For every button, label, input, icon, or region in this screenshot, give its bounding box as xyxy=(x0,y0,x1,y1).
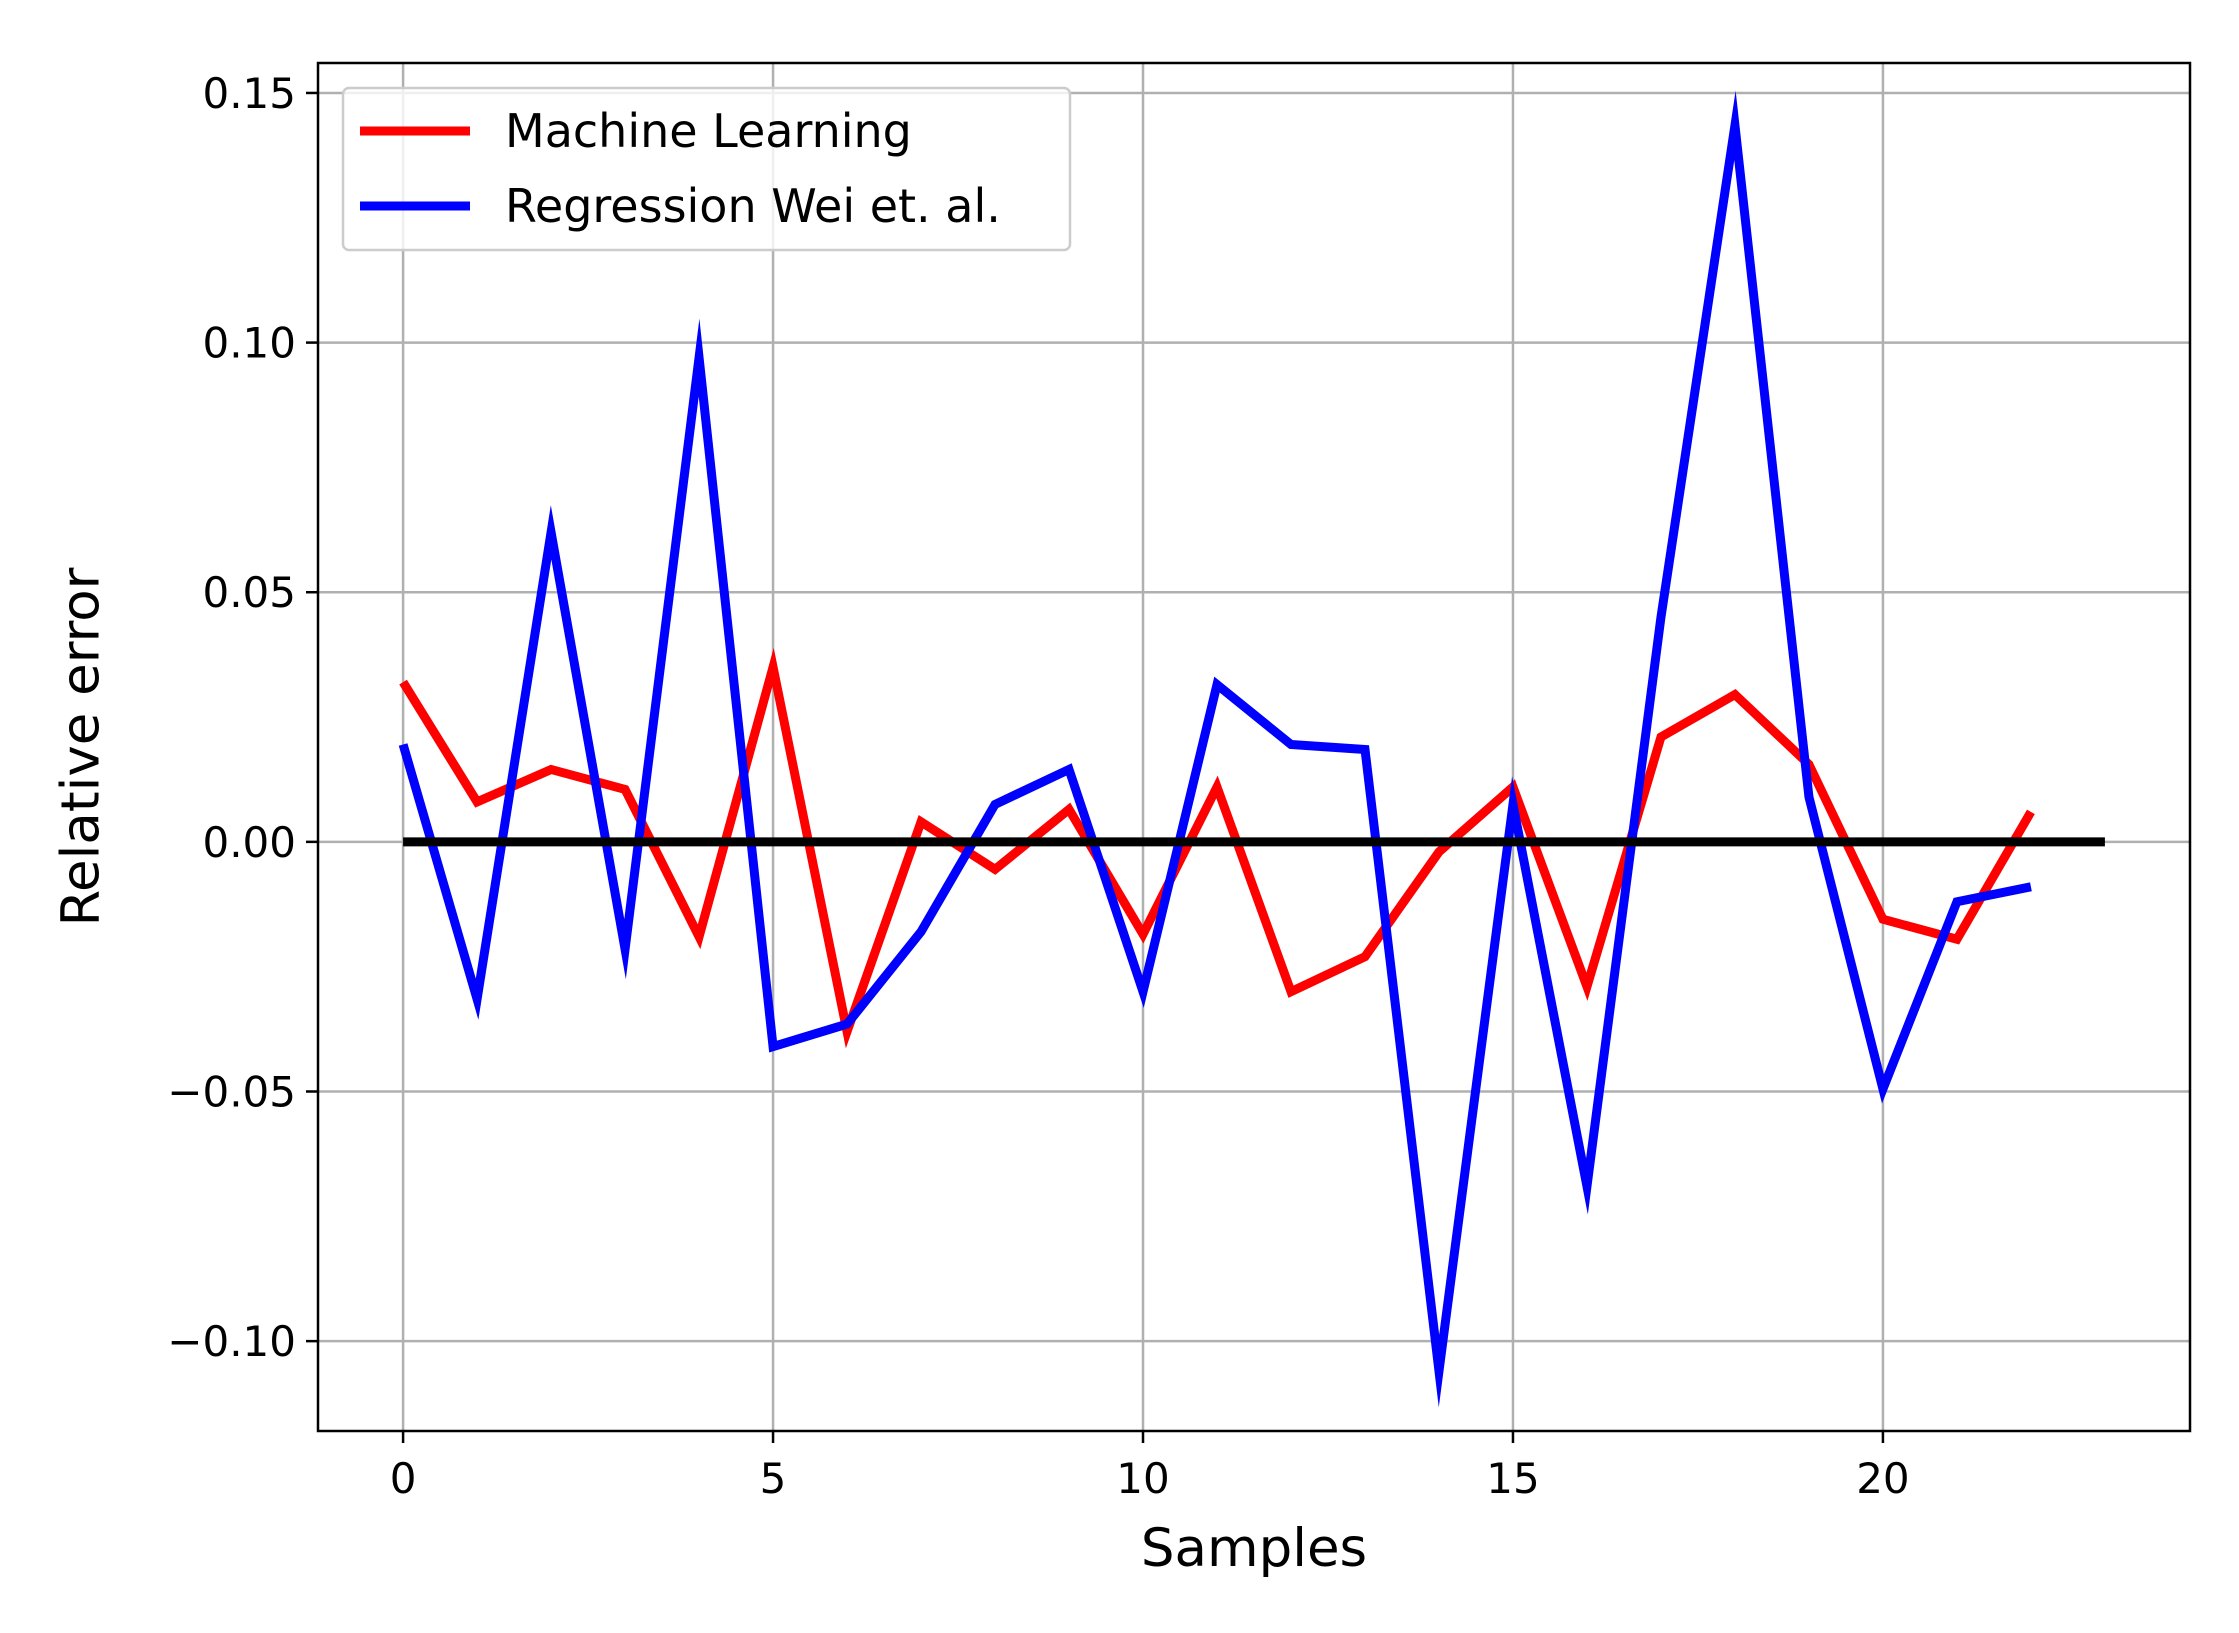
legend: Machine Learning Regression Wei et. al. xyxy=(341,86,1072,252)
y-tick-label: 0.10 xyxy=(202,319,296,368)
x-tick-label: 5 xyxy=(760,1454,787,1503)
legend-label: Machine Learning xyxy=(505,104,912,158)
y-tick-label: 0.00 xyxy=(202,818,296,867)
x-tick-label: 0 xyxy=(390,1454,417,1503)
series-lines xyxy=(398,90,2105,1408)
y-tick-label: 0.05 xyxy=(202,568,296,617)
y-tick-label: 0.15 xyxy=(202,69,296,118)
series-line-machine-learning xyxy=(399,647,2035,1049)
y-tick-label: −0.05 xyxy=(167,1067,296,1116)
legend-label: Regression Wei et. al. xyxy=(505,179,1001,233)
legend-box xyxy=(341,86,1072,252)
x-tick-label: 10 xyxy=(1116,1454,1169,1503)
series-line-regression-wei xyxy=(398,90,2032,1408)
plot-frame xyxy=(316,61,2192,1433)
x-tick-label: 15 xyxy=(1486,1454,1539,1503)
y-axis-title: Relative error xyxy=(51,567,112,926)
x-axis-title: Samples xyxy=(1141,1518,1367,1579)
y-tick-label: −0.10 xyxy=(167,1317,296,1366)
y-axis: −0.10 −0.05 0.00 0.05 0.10 0.15 xyxy=(167,69,318,1366)
x-axis: 0 5 10 15 20 xyxy=(390,1431,1910,1503)
x-tick-label: 20 xyxy=(1856,1454,1909,1503)
